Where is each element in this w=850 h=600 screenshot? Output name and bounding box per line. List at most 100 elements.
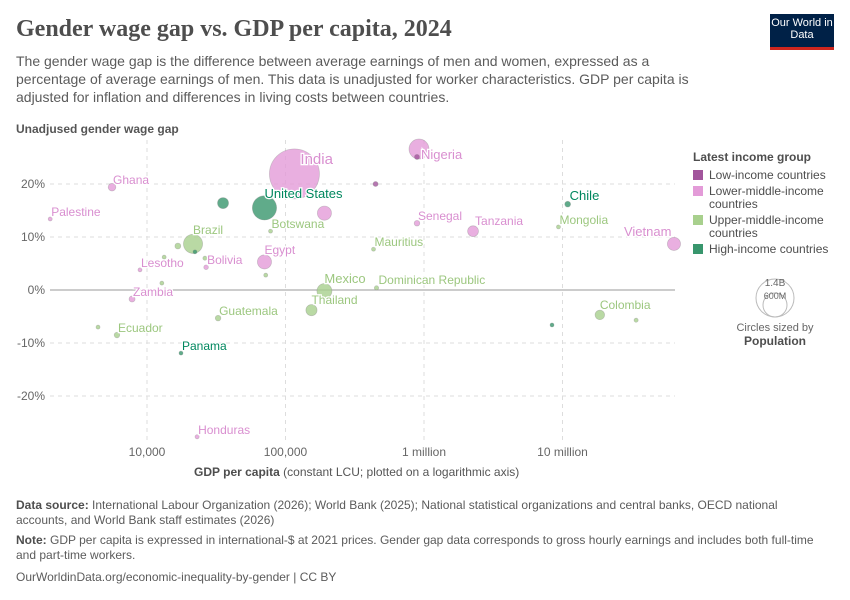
point-label: Honduras	[198, 423, 250, 437]
point-label: Zambia	[133, 285, 173, 299]
data-point[interactable]	[161, 254, 167, 260]
x-tick-label: 1 million	[402, 445, 446, 459]
source-label: Data source:	[16, 498, 89, 512]
data-point[interactable]	[263, 272, 269, 278]
data-point[interactable]	[95, 324, 101, 330]
data-point-bolivia[interactable]	[203, 264, 209, 270]
data-point[interactable]	[159, 280, 165, 286]
legend-item[interactable]: High-income countries	[693, 243, 843, 256]
data-point[interactable]	[174, 242, 182, 250]
size-label-small: 600M	[764, 291, 787, 301]
size-legend-title: Circles sized by	[736, 322, 814, 334]
point-label: United States	[264, 186, 343, 201]
point-label: Palestine	[51, 205, 101, 219]
note-label: Note:	[16, 533, 47, 547]
size-legend: 1.4B 600M Circles sized by Population	[725, 275, 825, 348]
data-point-nigeria[interactable]	[408, 138, 430, 160]
point-label: Botswana	[272, 217, 325, 231]
data-point[interactable]	[217, 197, 229, 209]
point-label: Mauritius	[375, 235, 424, 249]
point-label: Ghana	[113, 173, 149, 187]
data-point-zambia[interactable]	[128, 295, 136, 303]
x-tick-label: 100,000	[264, 445, 308, 459]
data-point-guatemala[interactable]	[214, 314, 222, 322]
y-tick-label: 10%	[21, 230, 45, 244]
data-point[interactable]	[317, 205, 332, 221]
legend-item[interactable]: Lower-middle-income countries	[693, 185, 843, 211]
point-label: Brazil	[193, 223, 223, 237]
legend-swatch	[693, 170, 703, 180]
point-label: Mexico	[324, 271, 365, 286]
data-point-thailand[interactable]	[305, 304, 318, 317]
point-label: Vietnam	[624, 224, 671, 239]
note-text: GDP per capita is expressed in internati…	[16, 533, 814, 562]
legend-swatch	[693, 186, 703, 196]
data-point-mongolia[interactable]	[556, 224, 561, 230]
data-point-united-states[interactable]	[251, 195, 277, 221]
data-point-ghana[interactable]	[107, 182, 117, 192]
size-label-large: 1.4B	[765, 278, 786, 289]
y-tick-label: 0%	[28, 283, 46, 297]
data-point-egypt[interactable]	[257, 254, 272, 270]
data-point-mexico[interactable]	[316, 283, 333, 299]
data-point-brazil[interactable]	[183, 233, 203, 254]
data-point[interactable]	[202, 255, 208, 261]
point-label: Nigeria	[421, 147, 463, 162]
y-tick-label: 20%	[21, 177, 45, 191]
owid-logo[interactable]: Our World in Data	[770, 14, 834, 50]
y-axis-label: Unadjused gender wage gap	[16, 122, 179, 136]
point-label: Senegal	[418, 209, 462, 223]
data-point-senegal[interactable]	[413, 220, 421, 227]
legend-item[interactable]: Upper-middle-income countries	[693, 214, 843, 240]
point-label: Mongolia	[559, 213, 608, 227]
point-label: Thailand	[311, 293, 357, 307]
data-point[interactable]	[372, 181, 379, 187]
data-point-honduras[interactable]	[194, 434, 200, 440]
x-axis-label: GDP per capita (constant LCU; plotted on…	[194, 465, 519, 479]
data-point-dominican-republic[interactable]	[373, 285, 380, 291]
legend-label: High-income countries	[709, 242, 829, 256]
x-axis-title: GDP per capita	[194, 465, 280, 479]
data-point-mauritius[interactable]	[371, 246, 376, 252]
x-axis-note: (constant LCU; plotted on a logarithmic …	[283, 465, 520, 479]
point-label: Lesotho	[141, 256, 184, 270]
point-label: Panama	[182, 339, 227, 353]
data-point-chile[interactable]	[564, 200, 571, 208]
data-point[interactable]	[633, 317, 639, 323]
chart-title: Gender wage gap vs. GDP per capita, 2024	[16, 16, 452, 42]
legend-item[interactable]: Low-income countries	[693, 169, 843, 182]
data-point-ecuador[interactable]	[113, 331, 121, 339]
data-point[interactable]	[414, 154, 420, 160]
data-point-palestine[interactable]	[47, 216, 53, 222]
point-label: Dominican Republic	[379, 273, 486, 287]
size-legend-circles: 1.4B 600M	[755, 278, 795, 318]
point-label: Tanzania	[475, 214, 523, 228]
point-label: Guatemala	[219, 304, 278, 318]
y-tick-label: -10%	[17, 336, 45, 350]
x-tick-label: 10 million	[537, 445, 588, 459]
data-point-panama[interactable]	[178, 350, 184, 356]
data-point-tanzania[interactable]	[467, 225, 479, 237]
data-source: Data source: International Labour Organi…	[16, 498, 826, 528]
legend-label: Upper-middle-income countries	[709, 213, 824, 240]
data-point-lesotho[interactable]	[137, 267, 143, 273]
data-point-colombia[interactable]	[594, 309, 605, 321]
legend-title: Latest income group	[693, 150, 812, 164]
data-point-india[interactable]	[269, 148, 320, 200]
chart-subtitle: The gender wage gap is the difference be…	[16, 53, 689, 105]
data-point-vietnam[interactable]	[667, 236, 681, 251]
source-url[interactable]: OurWorldinData.org/economic-inequality-b…	[16, 570, 337, 584]
point-label: Egypt	[264, 243, 295, 257]
y-tick-label: -20%	[17, 389, 45, 403]
legend-label: Lower-middle-income countries	[709, 184, 824, 211]
data-point[interactable]	[192, 249, 198, 255]
source-text: International Labour Organization (2026)…	[16, 498, 778, 527]
point-label: Chile	[570, 188, 600, 203]
legend-swatch	[693, 215, 703, 225]
data-point[interactable]	[549, 322, 555, 328]
data-point-botswana[interactable]	[268, 228, 273, 234]
note: Note: GDP per capita is expressed in int…	[16, 533, 826, 563]
legend-swatch	[693, 244, 703, 254]
size-legend-variable: Population	[744, 334, 806, 348]
